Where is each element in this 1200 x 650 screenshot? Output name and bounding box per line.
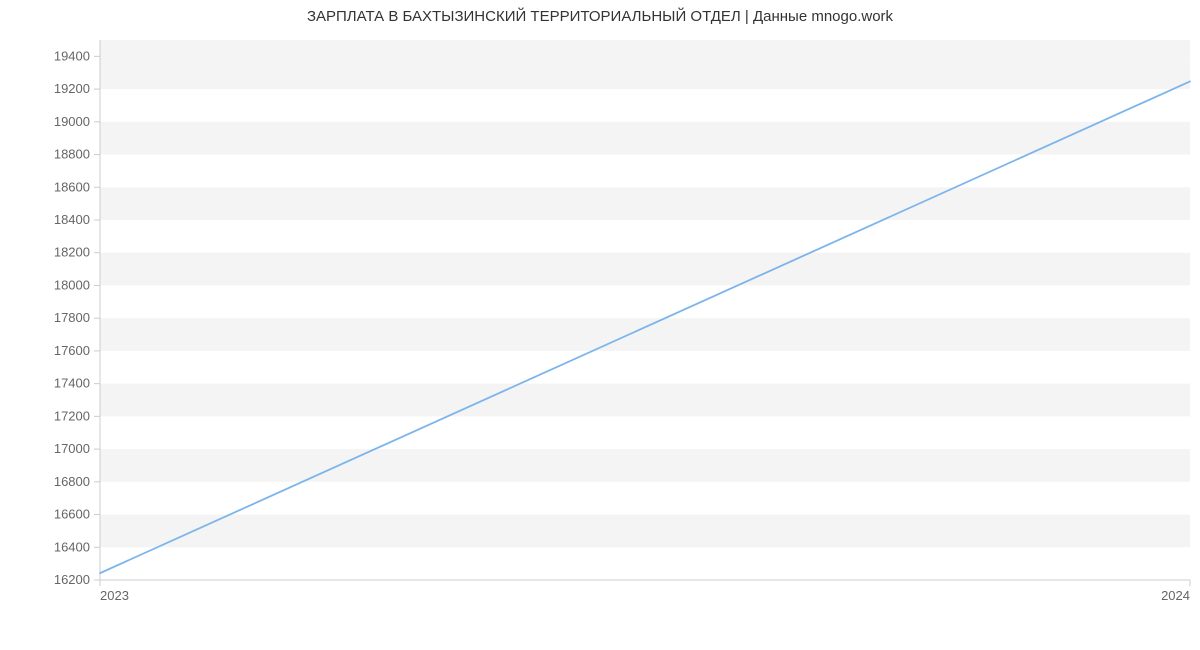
y-tick-label: 18200 bbox=[54, 245, 90, 260]
grid-band bbox=[100, 449, 1190, 482]
grid-band bbox=[100, 318, 1190, 351]
y-tick-label: 18000 bbox=[54, 277, 90, 292]
y-tick-label: 16600 bbox=[54, 507, 90, 522]
grid-band bbox=[100, 187, 1190, 220]
y-tick-label: 17400 bbox=[54, 376, 90, 391]
y-tick-label: 19400 bbox=[54, 48, 90, 63]
y-tick-label: 16400 bbox=[54, 539, 90, 554]
chart-svg: 16200 16400 16600 16800 17000 17200 17400 17600… bbox=[0, 0, 1200, 650]
y-tick-label: 19200 bbox=[54, 81, 90, 96]
grid-band bbox=[100, 56, 1190, 89]
y-tick-label: 17600 bbox=[54, 343, 90, 358]
y-tick-label: 16800 bbox=[54, 474, 90, 489]
y-tick-label: 18800 bbox=[54, 147, 90, 162]
x-tick-label: 2024 bbox=[1161, 588, 1190, 603]
y-tick-label: 17000 bbox=[54, 441, 90, 456]
chart-container: ЗАРПЛАТА В БАХТЫЗИНСКИЙ ТЕРРИТОРИАЛЬНЫЙ … bbox=[0, 0, 1200, 650]
x-tick-label: 2023 bbox=[100, 588, 129, 603]
y-tick-label: 17200 bbox=[54, 408, 90, 423]
y-tick-label: 18600 bbox=[54, 179, 90, 194]
grid-band bbox=[100, 384, 1190, 417]
grid-band bbox=[100, 515, 1190, 548]
grid-band bbox=[100, 122, 1190, 155]
y-tick-label: 18400 bbox=[54, 212, 90, 227]
y-tick-label: 19000 bbox=[54, 114, 90, 129]
grid-band bbox=[100, 253, 1190, 286]
grid-band-top bbox=[100, 40, 1190, 56]
y-tick-label: 16200 bbox=[54, 572, 90, 587]
chart-title: ЗАРПЛАТА В БАХТЫЗИНСКИЙ ТЕРРИТОРИАЛЬНЫЙ … bbox=[0, 8, 1200, 25]
y-tick-label: 17800 bbox=[54, 310, 90, 325]
